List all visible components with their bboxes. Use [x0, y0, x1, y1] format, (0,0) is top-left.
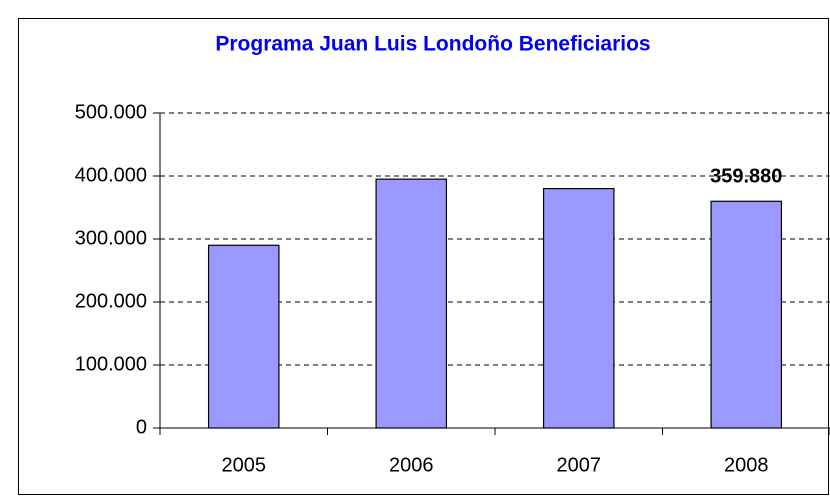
y-tick-label: 200.000: [75, 290, 147, 312]
x-tick-label: 2006: [389, 454, 434, 476]
chart-title: Programa Juan Luis Londoño Beneficiarios: [215, 33, 650, 56]
bar: [375, 178, 448, 429]
y-tick-label: 100.000: [75, 353, 147, 375]
bar: [542, 188, 615, 429]
y-tick-label: 400.000: [75, 164, 147, 186]
y-tick-label: 500.000: [75, 101, 147, 123]
y-tick-label: 300.000: [75, 227, 147, 249]
x-tick-label: 2005: [222, 454, 267, 476]
x-tick-label: 2008: [724, 454, 769, 476]
y-tick-label: 0: [136, 416, 147, 438]
bar: [710, 200, 783, 429]
bar: [207, 244, 280, 429]
x-tick-label: 2007: [557, 454, 602, 476]
value-label: 359.880: [710, 166, 782, 188]
